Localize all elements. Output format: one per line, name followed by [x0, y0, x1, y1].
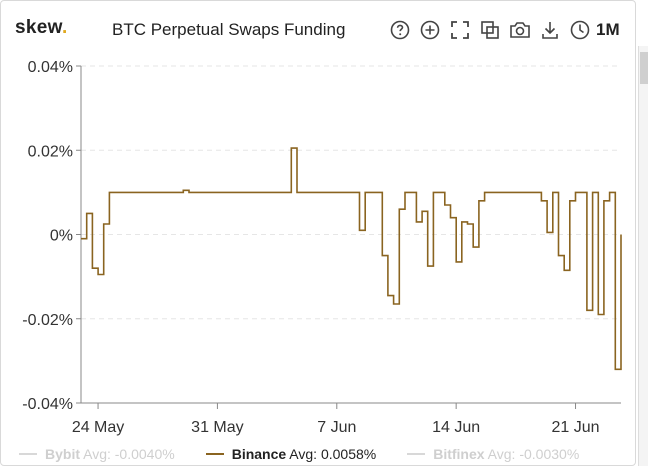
x-tick-label: 7 Jun [317, 419, 356, 436]
clock-icon[interactable] [569, 19, 591, 41]
y-tick-label: 0.02% [28, 143, 73, 160]
y-tick-label: -0.04% [22, 396, 73, 413]
chart-legend: Bybit Avg: -0.0040% Binance Avg: 0.0058% B… [19, 446, 610, 462]
logo: skew. [15, 17, 68, 39]
logo-dot: . [61, 17, 68, 38]
logo-text: skew [15, 17, 62, 38]
legend-swatch [19, 453, 37, 455]
copy-icon[interactable] [479, 19, 501, 41]
legend-item-bitfinex[interactable]: Bitfinex Avg: -0.0030% [407, 446, 579, 462]
help-icon[interactable] [389, 19, 411, 41]
camera-icon[interactable] [509, 19, 531, 41]
legend-average: Avg: 0.0058% [286, 446, 377, 462]
x-tick-label: 24 May [72, 419, 124, 436]
chart-title: BTC Perpetual Swaps Funding [112, 20, 346, 39]
x-tick-label: 14 Jun [432, 419, 480, 436]
legend-average: Avg: -0.0030% [484, 446, 580, 462]
x-tick-label: 31 May [191, 419, 243, 436]
legend-series-name: Bybit [45, 446, 80, 462]
series-line-binance [81, 147, 622, 371]
y-tick-label: 0.04% [28, 59, 73, 76]
x-tick-label: 21 Jun [552, 419, 600, 436]
legend-swatch [205, 453, 224, 455]
side-scroll-thumb[interactable] [640, 52, 648, 84]
download-icon[interactable] [539, 19, 561, 41]
legend-average: Avg: -0.0040% [80, 446, 175, 462]
side-scroll-strip[interactable] [638, 46, 648, 466]
legend-item-bybit[interactable]: Bybit Avg: -0.0040% [19, 446, 175, 462]
funding-chart: -0.04% -0.02% 0% 0.02% 0.04% 24 May 31 May 7 Ju… [22, 59, 622, 436]
legend-item-binance[interactable]: Binance Avg: 0.0058% [205, 446, 377, 462]
fullscreen-icon[interactable] [449, 19, 471, 41]
y-tick-label: -0.02% [22, 312, 73, 329]
legend-swatch [407, 453, 426, 455]
widget-header: skew. BTC Perpetual Swaps Funding [1, 1, 637, 57]
legend-series-name: Binance [231, 446, 287, 462]
range-selector[interactable]: 1M [596, 20, 620, 39]
y-tick-label: 0% [50, 228, 73, 245]
toolbar: 1M [389, 18, 620, 42]
zoom-in-icon[interactable] [419, 19, 441, 41]
legend-series-name: Bitfinex [433, 446, 485, 462]
